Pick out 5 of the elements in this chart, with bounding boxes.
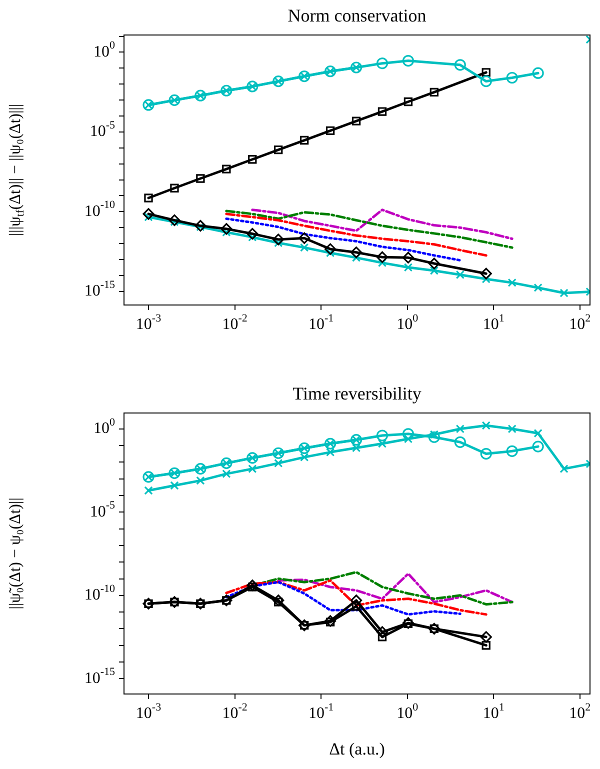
- chart-title: Norm conservation: [288, 6, 426, 26]
- x-axis-title: Δt (a.u.): [329, 739, 385, 758]
- chart-title: Time reversibility: [292, 384, 422, 404]
- y-axis-title: ||ψ̃₀(Δt) − ψ₀(Δt)||: [7, 498, 24, 610]
- y-axis-title: |||ψtf(Δt)|| − ||ψ₀(Δt)|||: [7, 104, 27, 236]
